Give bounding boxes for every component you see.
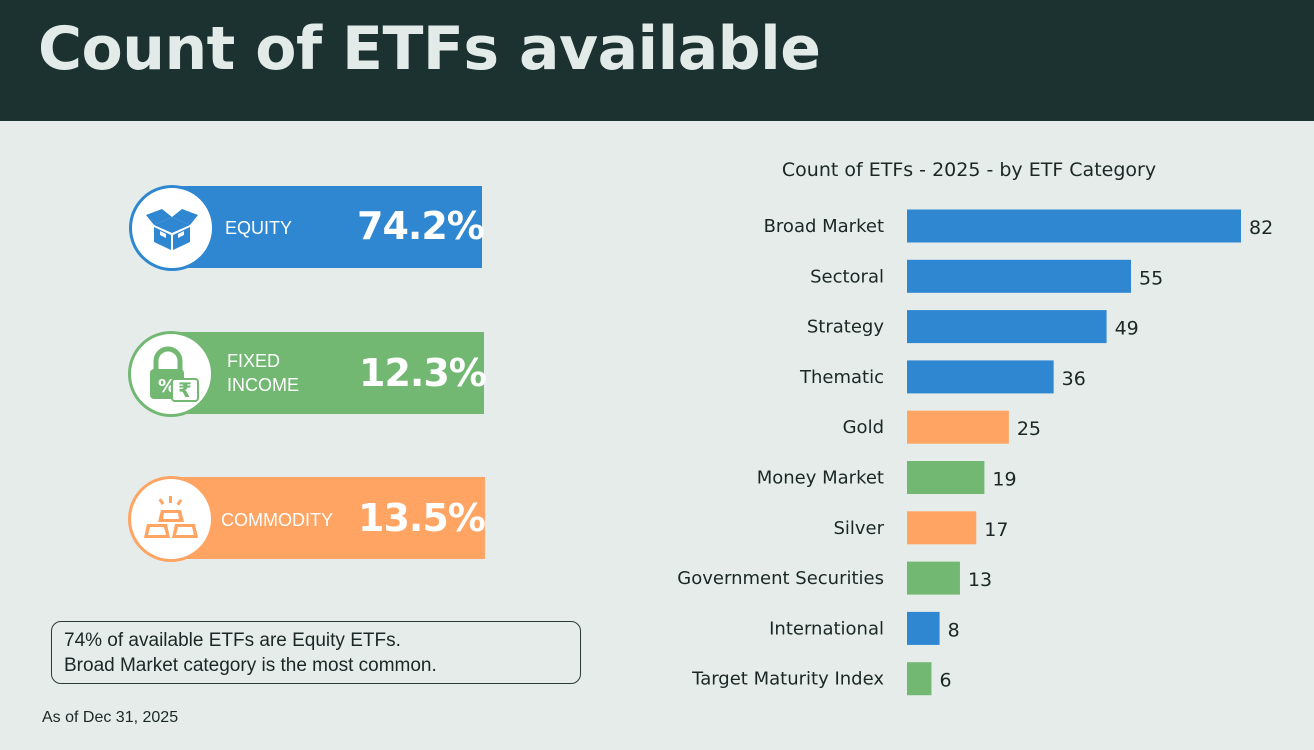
data-label: 19 xyxy=(992,469,1016,491)
as-of-date: As of Dec 31, 2025 xyxy=(42,709,179,726)
commodity-percentage: 13.5% xyxy=(358,496,486,540)
header-bar: Count of ETFs available xyxy=(0,0,1314,121)
commodity-band xyxy=(168,477,485,559)
bar xyxy=(907,561,960,595)
svg-text:₹: ₹ xyxy=(178,378,192,402)
data-label: 82 xyxy=(1249,217,1273,239)
commodity-label: COMMODITY xyxy=(221,510,333,530)
category-label: Strategy xyxy=(807,317,884,338)
commodity-icon-circle xyxy=(128,476,214,562)
chart-title: Count of ETFs - 2025 - by ETF Category xyxy=(782,159,1156,181)
summary-note: 74% of available ETFs are Equity ETFs. B… xyxy=(51,621,581,684)
equity-band xyxy=(169,186,482,268)
category-label: Thematic xyxy=(799,367,884,388)
page-title: Count of ETFs available xyxy=(38,14,821,84)
bar xyxy=(907,360,1054,394)
bar xyxy=(907,209,1241,243)
summary-line-2: Broad Market category is the most common… xyxy=(64,655,437,676)
category-label: Gold xyxy=(843,417,884,438)
data-label: 6 xyxy=(939,670,951,692)
equity-card: EQUITY 74.2% xyxy=(129,185,489,271)
fixed-income-card: % ₹ FIXED INCOME 12.3% xyxy=(128,331,488,417)
data-label: 36 xyxy=(1062,368,1086,390)
bar xyxy=(907,611,940,645)
equity-icon-circle xyxy=(129,185,215,271)
bar xyxy=(907,310,1107,344)
fixed-income-icon-circle: % ₹ xyxy=(128,331,214,417)
category-label: International xyxy=(769,618,884,639)
data-label: 25 xyxy=(1017,418,1041,440)
category-label: Target Maturity Index xyxy=(691,669,884,690)
fixed-income-label: FIXED INCOME xyxy=(227,351,299,395)
equity-percentage: 74.2% xyxy=(357,204,485,248)
data-label: 13 xyxy=(968,569,992,591)
data-label: 49 xyxy=(1115,318,1139,340)
bar xyxy=(907,410,1009,444)
equity-label: EQUITY xyxy=(225,218,293,238)
bar xyxy=(907,259,1132,293)
fixed-income-percentage: 12.3% xyxy=(359,351,487,395)
fixed-income-band xyxy=(168,332,484,414)
bar xyxy=(907,511,977,545)
box-icon xyxy=(146,209,198,250)
category-label: Silver xyxy=(833,518,884,539)
data-label: 55 xyxy=(1139,267,1163,289)
bar xyxy=(907,461,985,494)
category-label: Sectoral xyxy=(810,266,884,287)
category-label: Government Securities xyxy=(677,568,884,589)
commodity-card: COMMODITY 13.5% xyxy=(128,476,488,562)
lock-rupee-icon: % ₹ xyxy=(150,346,199,402)
data-label: 17 xyxy=(984,519,1008,541)
gold-bars-icon xyxy=(144,496,198,538)
data-label: 8 xyxy=(948,619,960,641)
category-label: Broad Market xyxy=(764,216,884,237)
summary-line-1: 74% of available ETFs are Equity ETFs. xyxy=(64,630,401,651)
category-label: Money Market xyxy=(757,468,884,489)
bar xyxy=(907,662,932,696)
etf-category-bar-chart: Count of ETFs - 2025 - by ETF Category Br… xyxy=(677,159,1273,696)
